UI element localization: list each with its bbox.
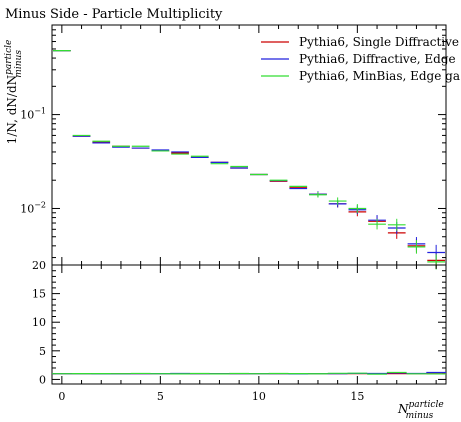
ratio-y-tick-label: 15	[32, 288, 46, 301]
ratio-y-tick-label: 5	[39, 345, 46, 358]
svg-text:Nparticleminus: Nparticle minus	[397, 400, 444, 421]
y-axis-label-main: 1/N, dN/dN	[5, 75, 19, 144]
ratio-plot-area: 0 5 10 15 0 5 10 15 20	[32, 259, 447, 403]
ratio-series-3	[52, 371, 446, 375]
ratio-y-tick-label: 0	[39, 373, 46, 386]
x-axis-label-sup: particle	[409, 400, 444, 410]
y-axis-label-sup: particle	[4, 40, 14, 75]
x-tick-label: 15	[350, 390, 364, 403]
legend-label: Pythia6, Single Diffractive	[299, 35, 459, 49]
x-axis-label-sub: minus	[406, 411, 434, 421]
chart-title: Minus Side - Particle Multiplicity	[5, 7, 223, 22]
x-axis-label: Nparticle minus	[397, 400, 444, 421]
x-tick-label: 5	[157, 390, 164, 403]
ratio-y-tick-label: 20	[32, 259, 46, 272]
svg-text:1/N, dN/dNparticleminus: 1/N, dN/dNparticleminus	[4, 40, 24, 145]
ratio-plot-frame	[51, 264, 447, 385]
x-tick-label: 10	[252, 390, 266, 403]
x-axis-label-main: N	[397, 402, 409, 416]
series-3	[53, 50, 445, 270]
y-axis-label: 1/N, dN/dNparticleminus	[4, 40, 24, 145]
y-axis-label-sub: minus	[14, 50, 24, 78]
ratio-y-tick-label: 10	[32, 316, 46, 329]
y-tick-label: 10−2	[20, 200, 46, 215]
legend-label: Pythia6, Diffractive, Edge	[299, 52, 456, 66]
x-tick-label: 0	[58, 390, 65, 403]
y-tick-label: 10−1	[20, 107, 46, 122]
legend-label: Pythia6, MinBias, Edge ga	[299, 69, 460, 83]
series-1	[53, 50, 445, 268]
legend: Pythia6, Single Diffractive Pythia6, Diff…	[261, 35, 460, 83]
